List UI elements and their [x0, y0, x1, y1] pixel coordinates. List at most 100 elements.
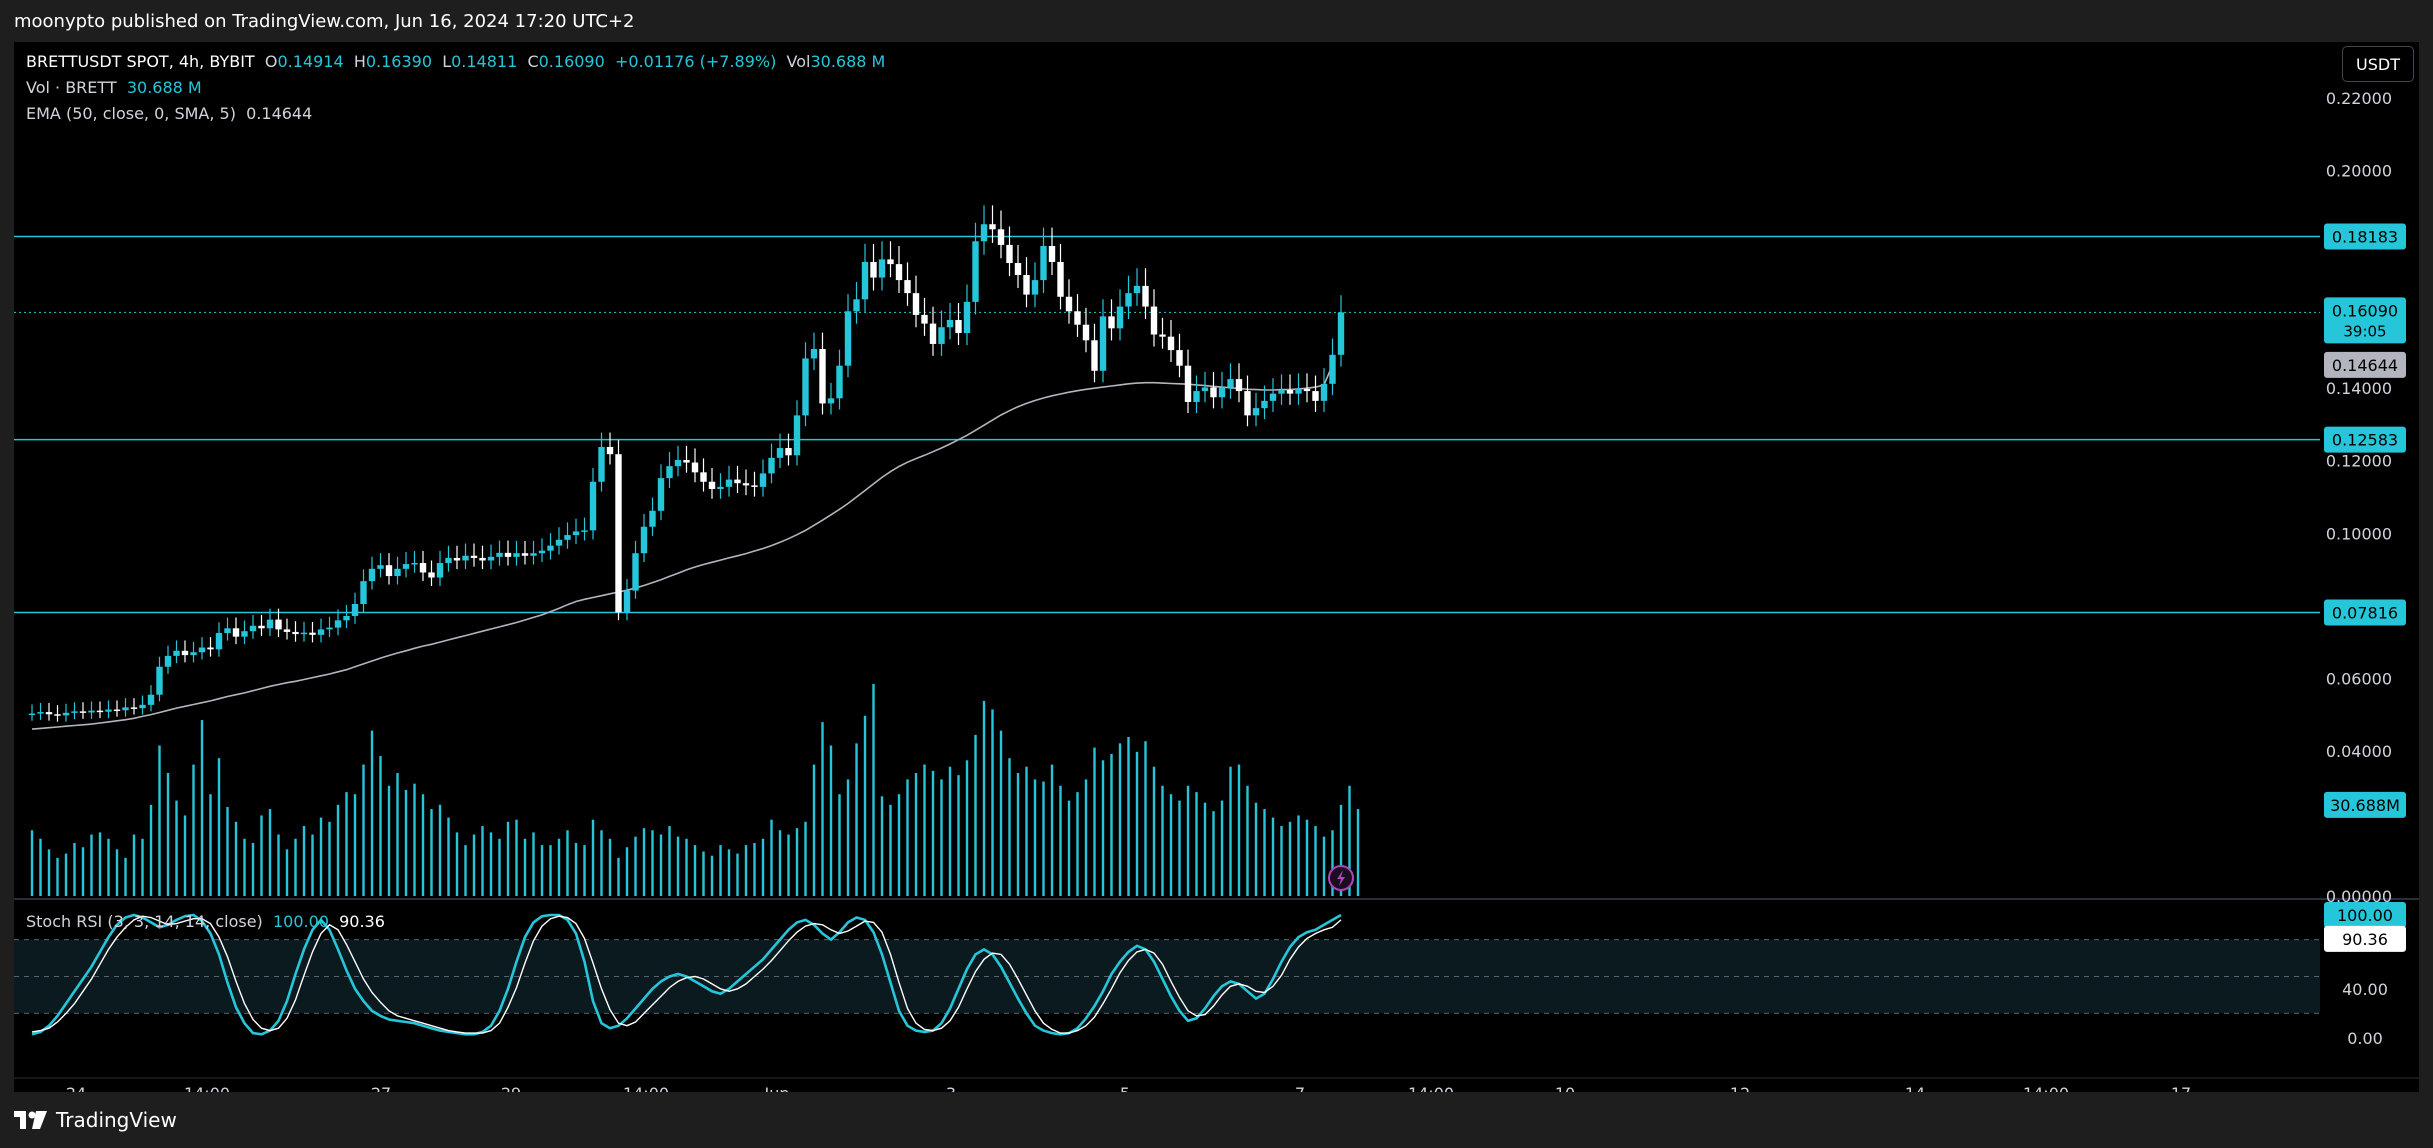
candle-body[interactable]: [691, 462, 699, 473]
candle-body[interactable]: [751, 485, 758, 487]
candle-body[interactable]: [1065, 296, 1073, 312]
candle-body[interactable]: [71, 711, 78, 713]
candle-body[interactable]: [921, 314, 928, 324]
candle-body[interactable]: [453, 557, 461, 561]
candle-body[interactable]: [1337, 312, 1345, 355]
candle-body[interactable]: [1210, 387, 1217, 398]
candle-body[interactable]: [283, 629, 291, 632]
candle-body[interactable]: [615, 454, 622, 613]
candle-body[interactable]: [1133, 285, 1141, 294]
candle-body[interactable]: [266, 619, 274, 629]
candle-body[interactable]: [1023, 275, 1030, 295]
candle-body[interactable]: [759, 473, 767, 487]
candle-body[interactable]: [173, 650, 180, 656]
candle-body[interactable]: [929, 323, 937, 344]
candle-body[interactable]: [785, 448, 792, 456]
candle-body[interactable]: [334, 620, 342, 628]
legend-stoch-rsi[interactable]: Stoch RSI (3, 3, 14, 14, close) 100.00 9…: [26, 912, 385, 931]
candle-body[interactable]: [96, 710, 104, 713]
candle-body[interactable]: [139, 704, 146, 709]
candle-body[interactable]: [1201, 387, 1209, 392]
candle-body[interactable]: [113, 709, 121, 712]
candle-body[interactable]: [164, 655, 172, 667]
candle-body[interactable]: [487, 556, 495, 561]
candle-body[interactable]: [878, 259, 886, 278]
candle-body[interactable]: [1031, 280, 1039, 295]
candle-body[interactable]: [470, 555, 478, 558]
candle-body[interactable]: [963, 301, 971, 334]
candle-body[interactable]: [122, 707, 129, 711]
chart-canvas[interactable]: 0.22000 0.20000 0.14000 0.12000 0.10000 0.060…: [14, 42, 2419, 1103]
candle-body[interactable]: [147, 694, 155, 705]
candle-body[interactable]: [989, 224, 996, 230]
candle-body[interactable]: [215, 633, 223, 650]
candle-body[interactable]: [402, 564, 410, 569]
candle-body[interactable]: [555, 539, 563, 546]
candle-body[interactable]: [130, 707, 138, 709]
candle-body[interactable]: [870, 261, 877, 278]
candle-body[interactable]: [1091, 340, 1098, 371]
candle-body[interactable]: [241, 631, 248, 637]
candle-body[interactable]: [1125, 293, 1132, 307]
candle-body[interactable]: [428, 572, 435, 578]
candle-body[interactable]: [938, 327, 945, 344]
candle-body[interactable]: [351, 604, 359, 616]
candle-body[interactable]: [955, 319, 962, 334]
candle-body[interactable]: [275, 619, 282, 630]
candle-body[interactable]: [28, 713, 36, 716]
candle-body[interactable]: [1278, 389, 1285, 394]
candle-body[interactable]: [972, 241, 979, 302]
candle-body[interactable]: [368, 568, 376, 582]
candle-body[interactable]: [887, 259, 894, 265]
candle-body[interactable]: [581, 530, 588, 532]
candle-body[interactable]: [411, 563, 418, 565]
candle-body[interactable]: [377, 565, 384, 569]
candle-body[interactable]: [436, 563, 444, 578]
candle-body[interactable]: [1193, 391, 1200, 402]
candle-body[interactable]: [623, 590, 631, 613]
candle-body[interactable]: [632, 553, 639, 591]
candle-body[interactable]: [827, 398, 835, 404]
candle-body[interactable]: [300, 632, 308, 635]
candle-body[interactable]: [1269, 393, 1277, 401]
candle-body[interactable]: [683, 460, 690, 463]
candle-body[interactable]: [708, 481, 716, 490]
candle-body[interactable]: [904, 280, 911, 294]
candle-body[interactable]: [640, 526, 648, 554]
candle-body[interactable]: [564, 535, 571, 540]
candle-body[interactable]: [980, 224, 988, 242]
candle-body[interactable]: [1286, 389, 1294, 394]
candle-body[interactable]: [317, 629, 325, 635]
candle-body[interactable]: [445, 557, 452, 564]
candle-body[interactable]: [88, 710, 95, 713]
candle-body[interactable]: [1006, 244, 1013, 264]
candle-body[interactable]: [606, 446, 614, 455]
candle-body[interactable]: [1235, 379, 1243, 392]
candle-body[interactable]: [394, 568, 401, 577]
candle-body[interactable]: [1261, 400, 1268, 409]
candle-body[interactable]: [419, 563, 427, 573]
candle-body[interactable]: [530, 553, 537, 556]
candle-body[interactable]: [79, 711, 87, 713]
candle-body[interactable]: [1303, 388, 1311, 392]
candle-body[interactable]: [666, 466, 673, 479]
candle-body[interactable]: [657, 478, 665, 511]
candle-body[interactable]: [819, 349, 826, 404]
candle-body[interactable]: [258, 625, 265, 629]
candle-body[interactable]: [598, 446, 605, 482]
candle-body[interactable]: [1159, 334, 1166, 337]
candle-body[interactable]: [589, 481, 597, 531]
candle-body[interactable]: [810, 349, 818, 359]
candle-body[interactable]: [1040, 245, 1047, 281]
candle-body[interactable]: [717, 486, 724, 490]
candle-body[interactable]: [1150, 306, 1158, 335]
candle-body[interactable]: [156, 666, 163, 695]
candle-body[interactable]: [1142, 285, 1149, 307]
candle-body[interactable]: [232, 628, 240, 637]
candle-body[interactable]: [181, 650, 189, 656]
candle-body[interactable]: [946, 319, 954, 328]
candle-body[interactable]: [844, 311, 852, 366]
candle-body[interactable]: [1227, 379, 1234, 388]
candle-body[interactable]: [1329, 354, 1336, 384]
candle-body[interactable]: [1244, 391, 1251, 416]
